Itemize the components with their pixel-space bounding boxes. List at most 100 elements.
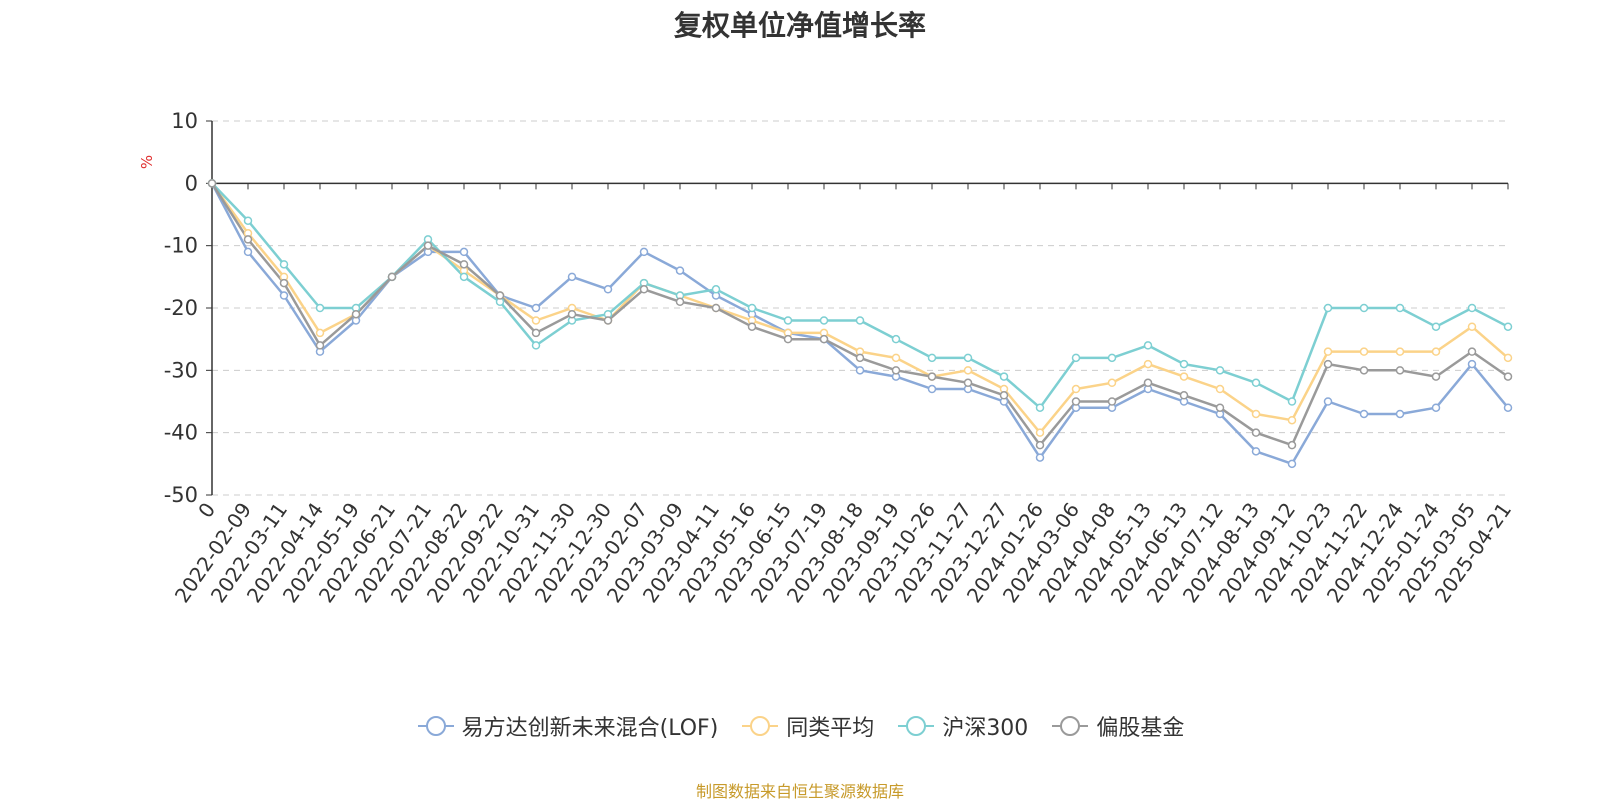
data-point — [963, 353, 973, 363]
data-point — [1035, 403, 1045, 412]
legend: 易方达创新未来混合(LOF) 同类平均 沪深300 偏股基金 — [0, 710, 1600, 742]
data-point — [459, 260, 469, 269]
data-point — [783, 316, 793, 325]
chart-title: 复权单位净值增长率 — [673, 9, 926, 42]
legend-line-circle-icon — [742, 716, 779, 736]
y-tick-label: 0 — [185, 171, 198, 195]
data-point — [891, 334, 901, 344]
data-point — [351, 309, 361, 319]
data-point — [279, 278, 289, 288]
data-point — [747, 303, 757, 313]
data-point — [1215, 403, 1225, 412]
data-point — [1287, 415, 1297, 425]
data-point — [855, 366, 865, 375]
data-point — [675, 297, 685, 307]
y-tick-label: -30 — [164, 358, 198, 382]
data-point — [1035, 428, 1045, 437]
data-point — [315, 303, 325, 313]
data-point — [243, 247, 253, 257]
data-point — [1035, 440, 1045, 450]
data-point — [1035, 453, 1045, 462]
data-point — [1107, 378, 1117, 388]
data-point — [639, 285, 649, 294]
y-tick-label: 10 — [171, 109, 198, 133]
data-point — [1071, 384, 1081, 394]
data-point — [1395, 366, 1405, 375]
data-point — [1215, 366, 1225, 375]
data-point — [1431, 322, 1441, 331]
data-point — [279, 260, 289, 269]
data-point — [1107, 397, 1117, 406]
data-point — [1215, 384, 1225, 394]
data-point — [315, 328, 325, 338]
data-point — [999, 391, 1009, 400]
data-point — [711, 285, 721, 294]
data-point — [1179, 391, 1189, 400]
data-point — [1251, 428, 1261, 437]
data-point — [1251, 378, 1261, 388]
source-note: 制图数据来自恒生聚源数据库 — [695, 782, 904, 801]
data-point — [1251, 409, 1261, 419]
data-point — [315, 341, 325, 350]
legend-label: 偏股基金 — [1096, 716, 1185, 741]
data-point — [783, 334, 793, 344]
legend-line-circle-icon — [417, 716, 454, 736]
data-point — [1143, 359, 1153, 369]
x-tick-label: 0 — [193, 498, 220, 522]
legend-item[interactable]: 易方达创新未来混合(LOF) — [416, 710, 718, 742]
data-point — [423, 241, 433, 250]
data-point — [927, 372, 937, 381]
data-point — [1503, 322, 1513, 331]
data-point — [999, 372, 1009, 381]
data-point — [387, 272, 397, 282]
y-tick-label: -40 — [164, 421, 198, 445]
y-axis-unit-label: % — [138, 155, 156, 169]
data-point — [1431, 372, 1441, 381]
data-point — [639, 247, 649, 257]
marker-layer — [207, 179, 1513, 469]
data-point — [963, 366, 973, 375]
data-point — [1071, 353, 1081, 363]
data-point — [531, 328, 541, 338]
data-point — [711, 303, 721, 313]
data-point — [1287, 459, 1297, 469]
data-point — [1467, 359, 1477, 369]
data-point — [1467, 347, 1477, 356]
data-point — [1503, 353, 1513, 363]
data-point — [567, 309, 577, 319]
data-point — [891, 366, 901, 375]
data-point — [1071, 397, 1081, 406]
data-point — [243, 235, 253, 244]
data-point — [1395, 409, 1405, 419]
data-point — [1323, 397, 1333, 406]
legend-item[interactable]: 偏股基金 — [1050, 710, 1184, 742]
data-point — [1359, 366, 1369, 375]
data-point — [531, 316, 541, 325]
legend-item[interactable]: 沪深300 — [896, 710, 1028, 742]
data-point — [603, 285, 613, 294]
data-point — [279, 291, 289, 300]
data-point — [1395, 303, 1405, 313]
grid-layer — [212, 120, 1508, 496]
data-point — [1287, 440, 1297, 450]
data-point — [1359, 303, 1369, 313]
data-point — [459, 272, 469, 282]
data-point — [675, 266, 685, 275]
data-point — [1395, 347, 1405, 356]
data-point — [855, 353, 865, 363]
legend-label: 沪深300 — [942, 716, 1029, 741]
data-point — [1467, 322, 1477, 331]
legend-label: 同类平均 — [786, 716, 875, 741]
data-point — [603, 316, 613, 325]
data-point — [1287, 397, 1297, 406]
data-point — [243, 216, 253, 225]
data-point — [459, 247, 469, 257]
data-point — [1359, 347, 1369, 356]
data-point — [747, 322, 757, 331]
data-point — [1467, 303, 1477, 313]
data-point — [1503, 372, 1513, 381]
legend-line-circle-icon — [898, 716, 935, 736]
data-point — [1359, 409, 1369, 419]
legend-item[interactable]: 同类平均 — [740, 710, 874, 742]
